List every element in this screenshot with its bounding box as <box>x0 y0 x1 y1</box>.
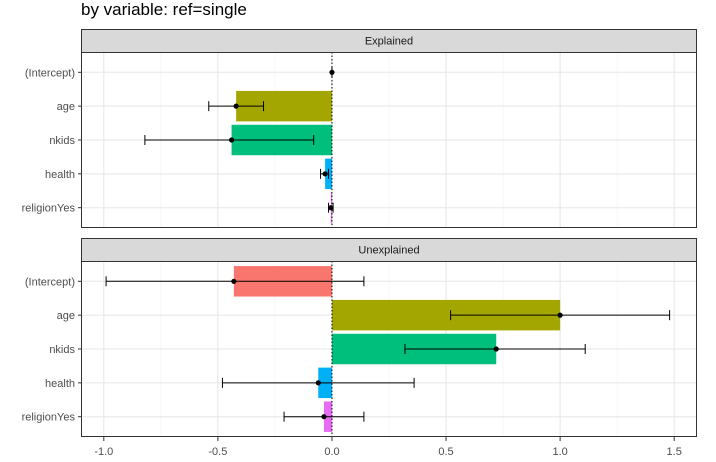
y-tick-label: religionYes <box>22 203 76 215</box>
x-axis: -1.0 -0.5 0.0 0.5 1.0 1.5 <box>94 437 682 458</box>
x-tick-label: 0.0 <box>324 446 339 458</box>
facet-strip-label: Unexplained <box>358 245 419 257</box>
y-tick-label: health <box>45 169 75 181</box>
data-point <box>315 380 321 386</box>
data-point <box>233 103 239 109</box>
facet-strip <box>81 238 697 262</box>
data-point <box>231 278 237 284</box>
facet-strip <box>81 29 697 53</box>
x-tick-label: 1.5 <box>667 446 682 458</box>
data-point <box>321 414 327 420</box>
data-point <box>322 171 328 177</box>
y-tick-label: nkids <box>49 135 75 147</box>
y-tick-label: age <box>57 310 75 322</box>
x-tick-label: -0.5 <box>208 446 227 458</box>
y-tick-label: religionYes <box>22 412 76 424</box>
facet-strip-label: Explained <box>365 36 413 48</box>
data-point <box>329 69 335 75</box>
panel-unexplained: Unexplained (Intercept) age nkids health reli… <box>22 238 697 437</box>
x-tick-label: 0.5 <box>438 446 453 458</box>
panel-explained: Explained (Intercept) age nkids health religi… <box>22 29 697 228</box>
y-tick-label: (Intercept) <box>25 276 75 288</box>
y-tick-label: nkids <box>49 344 75 356</box>
panels-layer: Explained (Intercept) age nkids health religi… <box>22 29 697 437</box>
data-point <box>228 137 235 143</box>
y-tick-label: age <box>57 101 75 113</box>
y-tick-label: health <box>45 378 75 390</box>
x-tick-label: -1.0 <box>94 446 113 458</box>
chart-title: by variable: ref=single <box>81 0 247 19</box>
data-point <box>493 346 499 352</box>
y-tick-label: (Intercept) <box>25 67 75 79</box>
data-point <box>557 312 563 318</box>
data-point <box>328 205 334 211</box>
x-tick-label: 1.0 <box>552 446 567 458</box>
